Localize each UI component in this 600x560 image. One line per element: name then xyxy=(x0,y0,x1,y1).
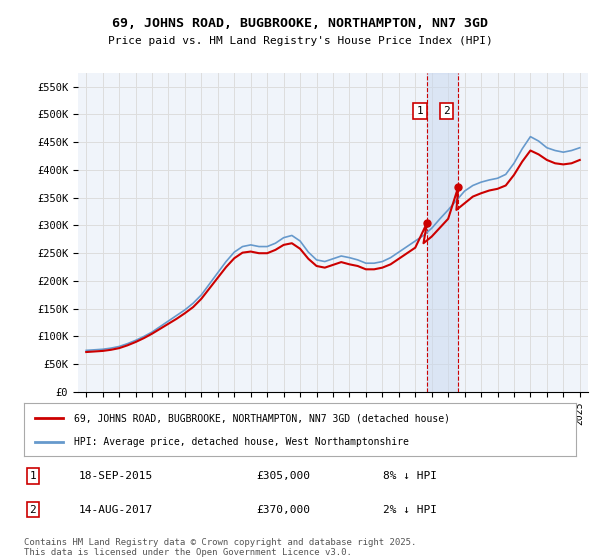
Text: £305,000: £305,000 xyxy=(256,471,310,481)
Text: 69, JOHNS ROAD, BUGBROOKE, NORTHAMPTON, NN7 3GD (detached house): 69, JOHNS ROAD, BUGBROOKE, NORTHAMPTON, … xyxy=(74,413,449,423)
Text: Price paid vs. HM Land Registry's House Price Index (HPI): Price paid vs. HM Land Registry's House … xyxy=(107,36,493,46)
Bar xyxy=(427,73,458,392)
Text: 2% ↓ HPI: 2% ↓ HPI xyxy=(383,505,437,515)
Text: HPI: Average price, detached house, West Northamptonshire: HPI: Average price, detached house, West… xyxy=(74,436,409,446)
Text: 14-AUG-2017: 14-AUG-2017 xyxy=(79,505,154,515)
Text: 2: 2 xyxy=(29,505,36,515)
Text: 1: 1 xyxy=(29,471,36,481)
Text: £370,000: £370,000 xyxy=(256,505,310,515)
Text: 1: 1 xyxy=(417,106,424,116)
Text: 8% ↓ HPI: 8% ↓ HPI xyxy=(383,471,437,481)
Text: 18-SEP-2015: 18-SEP-2015 xyxy=(79,471,154,481)
Text: Contains HM Land Registry data © Crown copyright and database right 2025.
This d: Contains HM Land Registry data © Crown c… xyxy=(24,538,416,557)
Text: 69, JOHNS ROAD, BUGBROOKE, NORTHAMPTON, NN7 3GD: 69, JOHNS ROAD, BUGBROOKE, NORTHAMPTON, … xyxy=(112,17,488,30)
Text: 2: 2 xyxy=(443,106,450,116)
